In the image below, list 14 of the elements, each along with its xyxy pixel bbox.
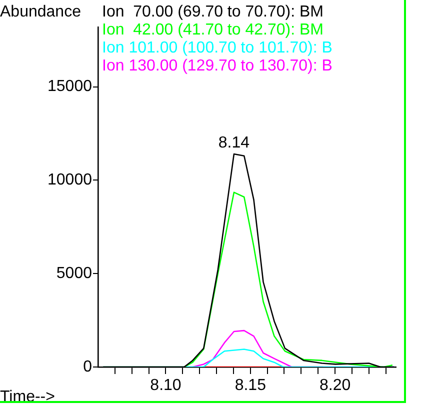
text: Ion 130.00 (129.70 to 130.70): B	[102, 57, 332, 74]
text: Ion 101.00 (100.70 to 101.70): B	[102, 39, 332, 56]
x-tick-label: 8.20	[319, 377, 351, 394]
y-tick-label: 5000	[56, 265, 92, 282]
annotation: 8.14	[218, 134, 250, 152]
x-tick-label: 8.15	[234, 377, 266, 394]
y-tick-label: 0	[83, 358, 92, 376]
text: Ion 70.00 (69.70 to 70.70): BM	[102, 3, 324, 20]
x-tick-label: 8.10	[150, 377, 182, 394]
y-tick-label: 10000	[48, 172, 92, 189]
y-axis-title: Abundance	[0, 3, 82, 20]
x-axis-title: Time-->	[0, 388, 55, 406]
y-tick-label: 15000	[48, 78, 92, 96]
text: Ion 42.00 (41.70 to 42.70): BM	[102, 21, 324, 38]
